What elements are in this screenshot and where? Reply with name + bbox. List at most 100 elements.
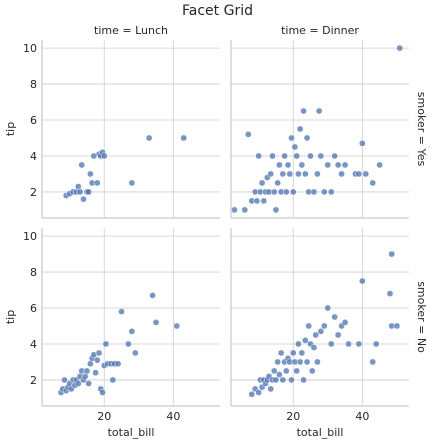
data-point (296, 358, 304, 366)
data-point (279, 170, 287, 178)
data-point (255, 389, 263, 396)
data-point (305, 322, 313, 330)
data-point (276, 371, 283, 378)
y-axis-label: tip (4, 122, 17, 136)
data-point (92, 369, 99, 377)
data-point (231, 206, 238, 214)
figure-title: Facet Grid (182, 3, 253, 19)
data-point (270, 367, 278, 375)
data-point (345, 340, 352, 348)
data-point (288, 134, 295, 142)
data-point (253, 197, 261, 205)
y-tick-label: 8 (30, 266, 37, 279)
data-point (267, 170, 275, 178)
data-point (274, 179, 282, 187)
data-point (100, 152, 108, 160)
data-point (180, 134, 188, 142)
data-point (248, 390, 256, 398)
data-point (282, 188, 290, 196)
data-point (303, 134, 311, 142)
data-point (76, 188, 84, 196)
data-point (314, 170, 321, 178)
data-point (277, 349, 285, 357)
x-tick-label: 40 (355, 410, 369, 423)
data-point (308, 367, 316, 375)
data-point (386, 290, 394, 297)
data-point (338, 170, 345, 178)
data-point (334, 331, 342, 339)
data-point (284, 161, 292, 169)
data-point (291, 143, 299, 151)
data-point (341, 161, 349, 169)
data-point (272, 206, 280, 214)
data-point (128, 179, 136, 187)
data-point (61, 376, 68, 384)
data-point (331, 152, 339, 160)
x-tick-label: 20 (286, 410, 300, 423)
y-tick-label: 8 (30, 78, 37, 91)
data-point (317, 328, 325, 335)
data-point (315, 107, 323, 115)
data-point (327, 340, 335, 348)
column-title: time = Dinner (281, 24, 359, 37)
data-point (78, 161, 86, 169)
data-point (244, 131, 252, 138)
data-point (267, 385, 275, 393)
y-tick-label: 4 (30, 338, 37, 351)
data-point (102, 340, 110, 348)
data-point (369, 358, 377, 366)
data-point (289, 188, 297, 196)
data-point (320, 322, 328, 330)
data-point (289, 349, 297, 357)
data-point (145, 134, 153, 142)
data-point (241, 206, 249, 214)
data-point (310, 188, 318, 196)
data-point (341, 319, 349, 326)
data-point (87, 170, 94, 178)
x-tick-label: 20 (97, 410, 111, 423)
data-point (301, 170, 309, 178)
data-point (358, 140, 366, 147)
data-point (279, 376, 287, 384)
row-title: smoker = No (415, 281, 428, 353)
data-point (298, 161, 306, 169)
data-point (85, 188, 93, 196)
data-point (300, 376, 307, 384)
data-point (282, 367, 290, 375)
data-point (131, 349, 139, 357)
data-point (393, 322, 401, 330)
data-point (355, 340, 363, 348)
data-point (286, 170, 294, 178)
data-point (149, 292, 156, 299)
data-point (269, 152, 276, 160)
data-point (109, 376, 117, 384)
y-tick-label: 10 (23, 42, 37, 55)
data-point (293, 152, 301, 160)
data-point (125, 340, 132, 348)
y-tick-label: 2 (30, 374, 37, 387)
data-point (310, 344, 318, 351)
x-axis-label: total_bill (108, 426, 155, 439)
data-point (114, 360, 122, 368)
data-point (260, 197, 268, 205)
data-point (270, 188, 278, 196)
data-point (173, 322, 181, 330)
data-point (355, 170, 363, 178)
data-point (93, 356, 101, 364)
data-point (312, 331, 320, 339)
data-point (118, 308, 125, 315)
data-point (396, 44, 404, 52)
data-point (74, 380, 82, 387)
data-point (334, 161, 342, 169)
data-point (80, 195, 87, 203)
data-point (281, 152, 288, 160)
data-point (358, 277, 366, 285)
data-point (372, 340, 380, 348)
data-point (85, 380, 93, 387)
y-tick-label: 4 (30, 150, 37, 163)
data-point (276, 161, 283, 169)
y-tick-label: 2 (30, 186, 37, 199)
data-point (376, 161, 383, 169)
data-point (307, 152, 314, 160)
